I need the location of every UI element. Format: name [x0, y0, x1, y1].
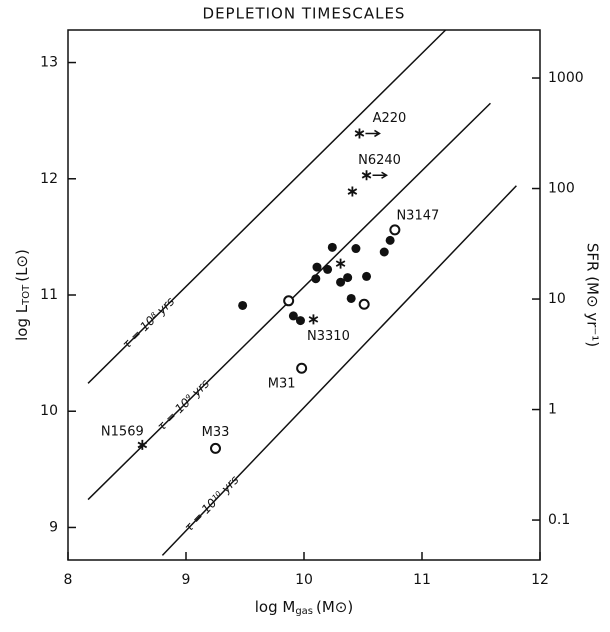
galaxy-open — [358, 298, 370, 310]
galaxy-label: M33 — [202, 425, 230, 440]
chart-title: DEPLETION TIMESCALES — [203, 5, 406, 23]
y-tick-label: 13 — [40, 55, 58, 71]
galaxy-label: N1569 — [101, 424, 144, 439]
timescale-line — [161, 185, 517, 556]
galaxy-label: N3147 — [396, 208, 439, 223]
galaxy-star — [308, 314, 319, 325]
y-axis-label: log LTOT (L⊙) — [13, 249, 33, 341]
y2-tick-label: 100 — [548, 181, 575, 197]
line-label: τ = 10⁸ yrs — [120, 294, 178, 351]
galaxy-filled — [379, 247, 389, 257]
galaxy-label: N3310 — [307, 329, 350, 344]
galaxy-filled — [327, 242, 337, 252]
x-axis-label: log Mgas (M⊙) — [255, 598, 353, 618]
galaxy-star — [335, 258, 346, 269]
y-tick-label: 12 — [40, 171, 58, 187]
galaxy-filled — [311, 274, 321, 284]
x-tick-label: 10 — [295, 572, 313, 588]
x-tick-label: 12 — [531, 572, 549, 588]
x-label-sub: gas — [295, 606, 313, 617]
x-tick-label: 11 — [413, 572, 431, 588]
galaxy-filled — [288, 311, 298, 321]
galaxy-open — [296, 362, 308, 374]
galaxy-open — [389, 224, 401, 236]
y-label-sub: TOT — [21, 284, 32, 306]
limit-arrow — [365, 129, 381, 138]
galaxy-open — [283, 295, 295, 307]
y2-tick-label: 1000 — [548, 70, 584, 86]
galaxy-star — [354, 128, 365, 139]
galaxy-filled — [323, 264, 333, 274]
x-tick-label: 8 — [64, 572, 73, 588]
galaxy-filled — [385, 235, 395, 245]
plot-frame — [67, 29, 541, 561]
galaxy-filled — [295, 316, 305, 326]
y-tick-label: 11 — [40, 287, 58, 303]
y-tick-label: 10 — [40, 403, 58, 419]
galaxy-label: N6240 — [358, 153, 401, 168]
galaxy-filled — [346, 293, 356, 303]
galaxy-filled — [312, 262, 322, 272]
x-label-unit: (M⊙) — [316, 598, 353, 616]
galaxy-filled — [336, 277, 346, 287]
galaxy-label: A220 — [373, 111, 407, 126]
galaxy-star — [347, 186, 358, 197]
y2-axis-label: SFR (M⊙ yr⁻¹) — [584, 243, 602, 347]
y-label-unit: (L⊙) — [13, 249, 31, 282]
limit-arrow — [372, 171, 388, 179]
x-tick-label: 9 — [182, 572, 191, 588]
galaxy-open — [210, 442, 221, 454]
x-label-main: log M — [255, 598, 296, 616]
line-label: τ = 10¹⁰ yrs — [182, 473, 242, 535]
galaxy-filled — [362, 271, 372, 281]
y2-tick-label: 10 — [548, 291, 566, 307]
galaxy-filled — [351, 244, 361, 254]
galaxy-filled — [343, 273, 353, 283]
galaxy-star — [137, 439, 148, 450]
y-tick-label: 9 — [49, 519, 58, 535]
galaxy-star — [361, 170, 372, 181]
y-label-main: log L — [13, 304, 31, 341]
timescale-line — [87, 29, 447, 384]
y2-tick-label: 1 — [548, 402, 557, 418]
galaxy-label: M31 — [268, 377, 296, 392]
y2-tick-label: 0.1 — [548, 512, 570, 528]
galaxy-filled — [238, 300, 248, 310]
